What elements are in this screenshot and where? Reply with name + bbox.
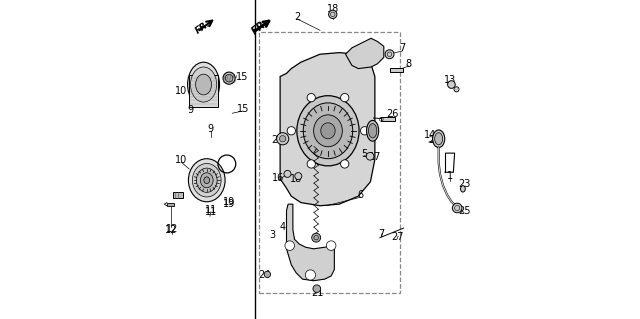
- Ellipse shape: [223, 72, 235, 84]
- Text: 12: 12: [166, 224, 178, 234]
- Polygon shape: [280, 53, 375, 206]
- Circle shape: [284, 170, 291, 177]
- Text: 2: 2: [294, 11, 301, 22]
- Ellipse shape: [188, 62, 220, 107]
- Text: 14: 14: [424, 130, 436, 140]
- Circle shape: [366, 152, 374, 160]
- Circle shape: [452, 203, 462, 213]
- Text: 15: 15: [236, 71, 248, 82]
- Text: 15: 15: [237, 104, 249, 114]
- Circle shape: [307, 160, 316, 168]
- Text: 25: 25: [458, 206, 470, 216]
- Circle shape: [280, 136, 286, 142]
- Ellipse shape: [297, 96, 359, 166]
- Text: 12: 12: [165, 225, 177, 235]
- Text: 8: 8: [406, 59, 412, 69]
- Ellipse shape: [196, 74, 212, 95]
- Circle shape: [340, 160, 349, 168]
- Ellipse shape: [433, 130, 445, 148]
- Text: 10: 10: [175, 86, 187, 96]
- Bar: [173, 192, 183, 198]
- Ellipse shape: [369, 124, 377, 138]
- Text: 3: 3: [269, 230, 276, 241]
- Ellipse shape: [454, 87, 459, 92]
- Circle shape: [312, 233, 321, 242]
- Bar: [189, 75, 218, 107]
- Ellipse shape: [196, 168, 217, 192]
- Circle shape: [360, 127, 369, 135]
- Text: FR.: FR.: [250, 17, 272, 37]
- Text: 27: 27: [391, 232, 403, 242]
- Text: 1: 1: [447, 171, 453, 181]
- Text: 23: 23: [458, 179, 470, 189]
- Text: 6: 6: [358, 190, 364, 200]
- Text: 21: 21: [311, 288, 324, 298]
- Circle shape: [305, 270, 316, 280]
- Ellipse shape: [367, 121, 379, 141]
- Text: 5: 5: [361, 149, 367, 159]
- Polygon shape: [287, 204, 334, 281]
- Text: 18: 18: [327, 4, 339, 14]
- Text: 19: 19: [223, 197, 236, 207]
- Circle shape: [276, 133, 289, 145]
- Ellipse shape: [435, 133, 443, 145]
- Circle shape: [307, 93, 316, 102]
- Ellipse shape: [204, 177, 210, 184]
- Text: 13: 13: [444, 75, 456, 85]
- Text: 11: 11: [205, 205, 217, 215]
- Text: 7: 7: [399, 43, 405, 54]
- Bar: [381, 117, 395, 121]
- Ellipse shape: [200, 173, 213, 188]
- Text: FR.: FR.: [194, 19, 213, 35]
- Circle shape: [313, 285, 321, 293]
- Circle shape: [287, 127, 296, 135]
- Ellipse shape: [193, 164, 221, 197]
- Text: 22: 22: [271, 135, 284, 145]
- Text: 9: 9: [188, 105, 194, 115]
- Ellipse shape: [314, 115, 342, 147]
- Text: 24: 24: [258, 270, 270, 280]
- Text: 11: 11: [205, 207, 217, 217]
- Text: 26: 26: [387, 109, 399, 119]
- Polygon shape: [346, 38, 384, 69]
- Circle shape: [385, 50, 394, 59]
- Ellipse shape: [188, 159, 225, 202]
- Circle shape: [285, 241, 294, 250]
- Ellipse shape: [225, 74, 233, 82]
- Text: 4: 4: [279, 222, 285, 232]
- Bar: [390, 68, 403, 72]
- Circle shape: [326, 241, 336, 250]
- Bar: [167, 203, 174, 206]
- Circle shape: [264, 271, 271, 278]
- Text: 17: 17: [369, 152, 381, 162]
- Text: 10: 10: [175, 155, 188, 165]
- Text: 20: 20: [428, 135, 440, 145]
- Text: 19: 19: [223, 199, 235, 209]
- Ellipse shape: [447, 81, 455, 88]
- Ellipse shape: [303, 103, 353, 159]
- Circle shape: [340, 93, 349, 102]
- Text: 9: 9: [208, 124, 214, 134]
- Text: 7: 7: [378, 228, 385, 239]
- Circle shape: [295, 173, 302, 180]
- Ellipse shape: [191, 67, 217, 102]
- Circle shape: [328, 10, 337, 19]
- Text: 16: 16: [273, 173, 285, 183]
- Ellipse shape: [461, 186, 465, 192]
- Text: 16: 16: [290, 174, 302, 184]
- Ellipse shape: [321, 123, 335, 139]
- Bar: [259, 32, 400, 293]
